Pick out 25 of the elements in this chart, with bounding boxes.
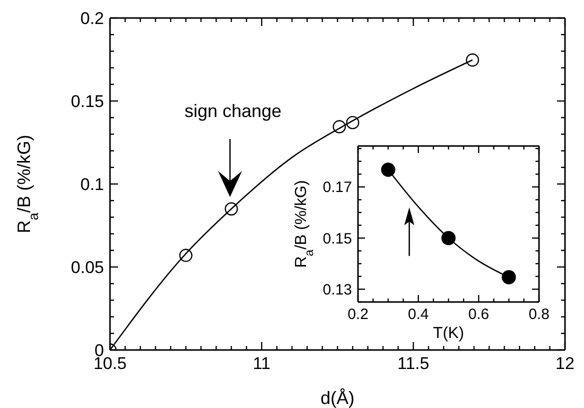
point bbox=[466, 53, 480, 67]
x-axis-title: d(Å) bbox=[320, 388, 355, 408]
x-tick-label: 11.5 bbox=[397, 354, 430, 373]
point bbox=[502, 270, 516, 284]
x-tick-label: 0.2 bbox=[348, 306, 368, 323]
x-tick-label: 0.6 bbox=[468, 306, 490, 323]
annotation: sign change bbox=[184, 101, 282, 121]
x-tick-label: 11 bbox=[252, 354, 270, 373]
y-tick-label: 0.13 bbox=[322, 281, 352, 298]
x-tick-label: 0.8 bbox=[528, 306, 550, 323]
y-tick-label: 0.15 bbox=[70, 92, 104, 111]
point bbox=[332, 120, 346, 134]
point bbox=[224, 202, 238, 216]
y-tick-label: 0.17 bbox=[322, 179, 352, 196]
point bbox=[346, 116, 360, 130]
x-tick-label: 0.4 bbox=[408, 306, 429, 323]
point bbox=[441, 230, 456, 246]
y-tick-label: 0.05 bbox=[70, 258, 104, 277]
x-axis-title: T(K) bbox=[432, 325, 464, 342]
x-tick-label: 12 bbox=[556, 354, 574, 373]
point bbox=[179, 248, 192, 262]
y-tick-label: 0.2 bbox=[80, 8, 104, 28]
y-tick-label: 0.1 bbox=[80, 174, 104, 194]
point bbox=[381, 162, 396, 177]
y-tick-label: 0.15 bbox=[322, 230, 352, 248]
